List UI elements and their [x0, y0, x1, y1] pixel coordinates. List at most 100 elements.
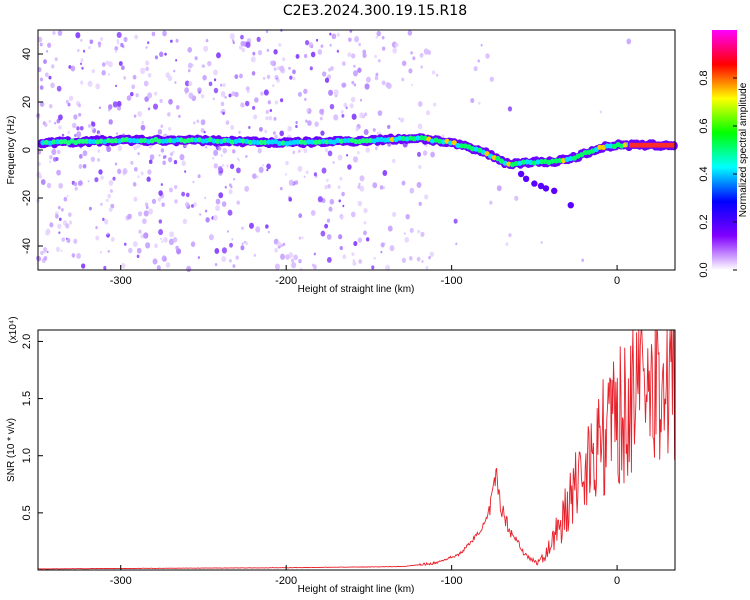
noise-speckle [127, 213, 132, 220]
noise-speckle [39, 85, 44, 90]
noise-speckle [410, 51, 413, 55]
noise-speckle [231, 238, 234, 241]
ridge-core [306, 139, 312, 145]
noise-speckle [207, 60, 212, 67]
noise-speckle [51, 64, 55, 69]
noise-speckle [342, 254, 347, 260]
noise-speckle [108, 104, 113, 110]
noise-speckle [238, 45, 243, 50]
noise-speckle [149, 154, 155, 160]
noise-speckle [188, 92, 194, 99]
noise-speckle [118, 61, 123, 66]
noise-speckle [95, 235, 100, 241]
noise-speckle [216, 52, 221, 59]
noise-speckle [346, 154, 349, 157]
noise-speckle [187, 69, 191, 73]
noise-speckle [106, 145, 112, 153]
noise-speckle [133, 114, 137, 118]
noise-speckle [78, 112, 82, 117]
noise-speckle [297, 91, 302, 97]
noise-speckle [257, 49, 263, 56]
noise-speckle [324, 223, 329, 229]
noise-speckle [347, 52, 352, 58]
noise-speckle [227, 230, 230, 233]
noise-speckle [158, 190, 163, 196]
noise-speckle [133, 145, 138, 151]
noise-speckle [236, 157, 240, 161]
noise-speckle [44, 123, 48, 128]
noise-speckle [58, 114, 63, 121]
noise-speckle [89, 39, 94, 45]
noise-speckle [213, 149, 219, 157]
noise-speckle [221, 247, 228, 254]
noise-speckle [212, 97, 215, 101]
noise-speckle [276, 241, 281, 247]
noise-speckle [240, 245, 245, 251]
snr-x-tick-label: -100 [441, 575, 463, 587]
noise-speckle [165, 72, 171, 79]
ridge-core [484, 151, 490, 157]
noise-speckle [289, 75, 293, 80]
colorbar-tick-label: 0.2 [698, 214, 710, 229]
noise-speckle [359, 98, 363, 102]
spectrogram-ridge [37, 133, 678, 209]
ridge-core [87, 138, 93, 145]
noise-speckle [81, 66, 84, 70]
noise-speckle [79, 125, 84, 131]
noise-speckle [57, 205, 61, 210]
noise-speckle [131, 84, 136, 90]
spectrogram-x-tick-label: 0 [614, 275, 620, 287]
noise-speckle [430, 151, 435, 158]
noise-speckle [424, 194, 429, 200]
noise-speckle [305, 170, 309, 175]
noise-speckle [351, 113, 357, 120]
ridge-core [451, 140, 457, 146]
noise-speckle [130, 91, 134, 97]
noise-speckle [359, 185, 365, 192]
noise-speckle [324, 148, 329, 153]
noise-speckle [407, 30, 413, 36]
noise-speckle [87, 124, 91, 128]
noise-speckle [220, 154, 223, 157]
noise-speckle [365, 237, 370, 242]
noise-speckle [123, 242, 127, 246]
ridge-core [346, 137, 352, 144]
ridge-outlier [517, 170, 525, 178]
noise-speckle [279, 186, 283, 191]
noise-speckle [169, 152, 174, 157]
noise-speckle [56, 85, 62, 92]
noise-speckle [420, 65, 423, 69]
noise-speckle [375, 72, 379, 77]
noise-speckle [168, 98, 173, 105]
snr-x-label: Height of straight line (km) [298, 584, 415, 595]
noise-speckle [540, 241, 543, 244]
noise-speckle [326, 218, 331, 223]
noise-speckle [309, 66, 313, 71]
noise-speckle [505, 242, 509, 246]
noise-speckle [381, 35, 385, 40]
noise-speckle [338, 234, 343, 240]
noise-speckle [234, 74, 239, 80]
noise-speckle [478, 101, 481, 105]
noise-speckle [192, 180, 195, 184]
noise-speckle [116, 39, 120, 43]
noise-speckle [224, 95, 227, 99]
noise-speckle [175, 58, 178, 62]
noise-speckle [265, 224, 269, 229]
noise-speckle [425, 265, 429, 270]
noise-speckle [280, 98, 284, 103]
noise-speckle [175, 104, 180, 110]
noise-speckle [304, 39, 310, 46]
noise-speckle [389, 245, 395, 252]
snr-x-tick-label: -200 [275, 575, 297, 587]
noise-speckle [428, 256, 431, 260]
noise-speckle [162, 160, 167, 166]
noise-speckle [508, 233, 512, 238]
noise-speckle [73, 181, 78, 187]
noise-speckle [98, 44, 101, 48]
noise-speckle [68, 220, 73, 225]
noise-speckle [328, 206, 333, 212]
noise-speckle [324, 185, 328, 190]
noise-speckle [80, 39, 83, 42]
noise-speckle [272, 84, 275, 87]
